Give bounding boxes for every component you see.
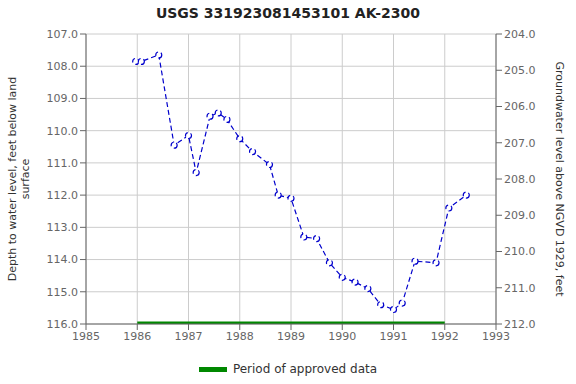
svg-text:1991: 1991 — [380, 330, 408, 343]
svg-text:109.0: 109.0 — [47, 92, 79, 105]
svg-text:108.0: 108.0 — [47, 60, 79, 73]
svg-text:1986: 1986 — [123, 330, 151, 343]
svg-text:114.0: 114.0 — [47, 253, 79, 266]
svg-text:1985: 1985 — [72, 330, 100, 343]
html-text:USGS 331923081453101 AK-2300: USGS 331923081453101 AK-2300 — [155, 5, 421, 21]
svg-text:208.0: 208.0 — [504, 173, 536, 186]
svg-text:1992: 1992 — [431, 330, 459, 343]
svg-text:113.0: 113.0 — [47, 221, 79, 234]
svg-text:209.0: 209.0 — [504, 209, 536, 222]
svg-text:116.0: 116.0 — [47, 318, 79, 331]
svg-text:1990: 1990 — [328, 330, 356, 343]
svg-text:210.0: 210.0 — [504, 245, 536, 258]
svg-text:107.0: 107.0 — [47, 28, 79, 41]
svg-text:Groundwater level above NGVD 1: Groundwater level above NGVD 1929, feet — [553, 61, 566, 297]
svg-text:110.0: 110.0 — [47, 125, 79, 138]
svg-text:1993: 1993 — [482, 330, 510, 343]
svg-text:111.0: 111.0 — [47, 157, 79, 170]
svg-text:1989: 1989 — [277, 330, 305, 343]
html-text:Period of approved data: Period of approved data — [232, 362, 378, 376]
svg-text:211.0: 211.0 — [504, 282, 536, 295]
svg-text:206.0: 206.0 — [504, 100, 536, 113]
svg-text:1988: 1988 — [226, 330, 254, 343]
svg-text:112.0: 112.0 — [47, 189, 79, 202]
svg-text:212.0: 212.0 — [504, 318, 536, 331]
svg-text:207.0: 207.0 — [504, 137, 536, 150]
svg-text:115.0: 115.0 — [47, 286, 79, 299]
svg-text:205.0: 205.0 — [504, 64, 536, 77]
svg-text:1987: 1987 — [175, 330, 203, 343]
svg-text:Depth to water level, feet bel: Depth to water level, feet below landsur… — [8, 77, 32, 282]
svg-text:204.0: 204.0 — [504, 28, 536, 41]
